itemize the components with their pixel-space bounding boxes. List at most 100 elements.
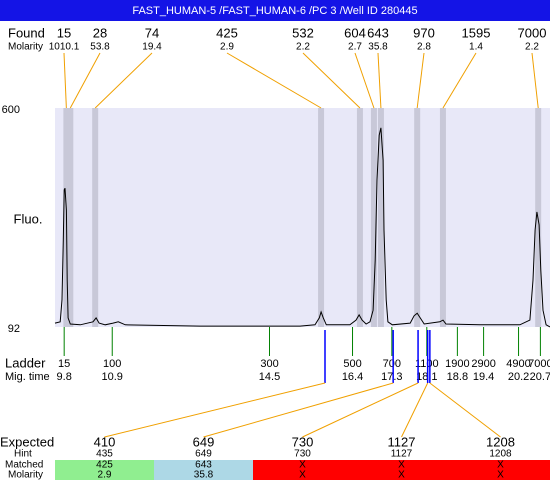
- y-tick-label: 92: [8, 323, 20, 335]
- hint-label: Hint: [14, 449, 32, 460]
- expected-label: Expected: [0, 434, 54, 449]
- mig-time-label: Mig. time: [5, 371, 50, 383]
- found-size: 643: [367, 25, 389, 40]
- matched-label: Matched: [5, 460, 43, 471]
- matched: 643: [195, 460, 212, 471]
- ladder-time: 20.7: [530, 371, 550, 383]
- ladder-size: 500: [343, 358, 361, 370]
- matched-molarity: X: [299, 470, 306, 480]
- found-molarity: 35.8: [368, 42, 388, 53]
- match-cell: [55, 460, 155, 480]
- found-molarity: 2.8: [417, 42, 431, 53]
- ladder-time: 17.3: [381, 371, 402, 383]
- ladder-size: 300: [260, 358, 278, 370]
- found-molarity: 2.2: [525, 42, 539, 53]
- found-size: 28: [93, 25, 107, 40]
- y-tick-label: 600: [2, 104, 20, 116]
- found-size: 74: [145, 25, 159, 40]
- match-cell: [451, 460, 550, 480]
- peak-band: [356, 108, 363, 327]
- ladder-size: 700: [383, 358, 401, 370]
- ladder-time: 20.2: [508, 371, 529, 383]
- hint: 1208: [489, 449, 512, 460]
- match-cell: [154, 460, 254, 480]
- match-cell: [253, 460, 353, 480]
- matched-molarity: X: [398, 470, 405, 480]
- found-size: 7000: [518, 25, 547, 40]
- molarity-label: Molarity: [8, 42, 43, 53]
- title-bar: [0, 0, 550, 21]
- expected-size: 649: [193, 434, 215, 449]
- peak-connector: [226, 52, 322, 109]
- match-cell: [352, 460, 452, 480]
- found-molarity: 2.2: [296, 42, 310, 53]
- matched: X: [398, 460, 405, 471]
- peak-connector: [442, 52, 477, 109]
- ladder-size: 2900: [471, 358, 495, 370]
- peak-band: [318, 108, 325, 327]
- matched: 425: [96, 460, 113, 471]
- peak-band: [439, 108, 446, 327]
- peak-band: [377, 108, 384, 327]
- expected-connector: [401, 382, 429, 438]
- found-molarity: 2.7: [348, 42, 362, 53]
- expected-size: 1127: [388, 434, 416, 449]
- ladder-size: 1100: [415, 358, 439, 370]
- found-molarity: 1.4: [469, 42, 483, 53]
- ladder-time: 18.1: [416, 371, 437, 383]
- peak-band: [67, 108, 74, 327]
- expected-size: 410: [94, 434, 116, 449]
- found-molarity: 19.4: [142, 42, 162, 53]
- found-size: 970: [413, 25, 435, 40]
- ladder-time: 16.4: [342, 371, 363, 383]
- hint: 435: [96, 449, 113, 460]
- ladder-size: 100: [103, 358, 121, 370]
- peak-connector: [302, 52, 361, 109]
- peak-connector: [63, 52, 67, 109]
- ladder-time: 9.8: [57, 371, 72, 383]
- found-size: 532: [292, 25, 314, 40]
- peak-connector: [416, 52, 425, 109]
- peak-connector: [354, 52, 375, 109]
- found-label: Found: [8, 25, 45, 40]
- matched: X: [299, 460, 306, 471]
- peak-band: [414, 108, 421, 327]
- peak-connector: [377, 52, 382, 109]
- ladder-time: 14.5: [259, 371, 280, 383]
- peak-connector: [69, 52, 101, 109]
- expected-connector: [429, 382, 501, 438]
- peak-connector: [531, 52, 539, 109]
- found-size: 15: [57, 25, 71, 40]
- found-size: 425: [216, 25, 238, 40]
- found-molarity: 53.8: [90, 42, 110, 53]
- ladder-time: 18.8: [447, 371, 468, 383]
- plot-area: [55, 108, 550, 327]
- trace: [54, 127, 550, 328]
- ladder-size: 1900: [445, 358, 469, 370]
- found-size: 1595: [462, 25, 491, 40]
- peak-connector: [94, 52, 153, 109]
- title: FAST_HUMAN-5 /FAST_HUMAN-6 /PC 3 /Well I…: [132, 5, 417, 17]
- matched: X: [497, 460, 504, 471]
- expected-connector: [203, 382, 394, 438]
- matched-molarity: 2.9: [98, 470, 112, 480]
- matched-molarity: X: [497, 470, 504, 480]
- expected-connector: [302, 382, 419, 438]
- matched-molarity: 35.8: [194, 470, 214, 480]
- ladder-label: Ladder: [5, 355, 46, 370]
- expected-size: 730: [292, 434, 314, 449]
- found-molarity: 2.9: [220, 42, 234, 53]
- ladder-time: 10.9: [102, 371, 123, 383]
- hint: 730: [294, 449, 311, 460]
- peak-band: [370, 108, 377, 327]
- y-label: Fluo.: [14, 211, 43, 226]
- expected-connector: [104, 382, 326, 438]
- ladder-size: 15: [58, 358, 70, 370]
- ladder-size: 4900: [506, 358, 530, 370]
- molarity-label: Molarity: [8, 470, 43, 480]
- hint: 1127: [391, 449, 413, 460]
- peak-band: [92, 108, 99, 327]
- ladder-time: 19.4: [473, 371, 494, 383]
